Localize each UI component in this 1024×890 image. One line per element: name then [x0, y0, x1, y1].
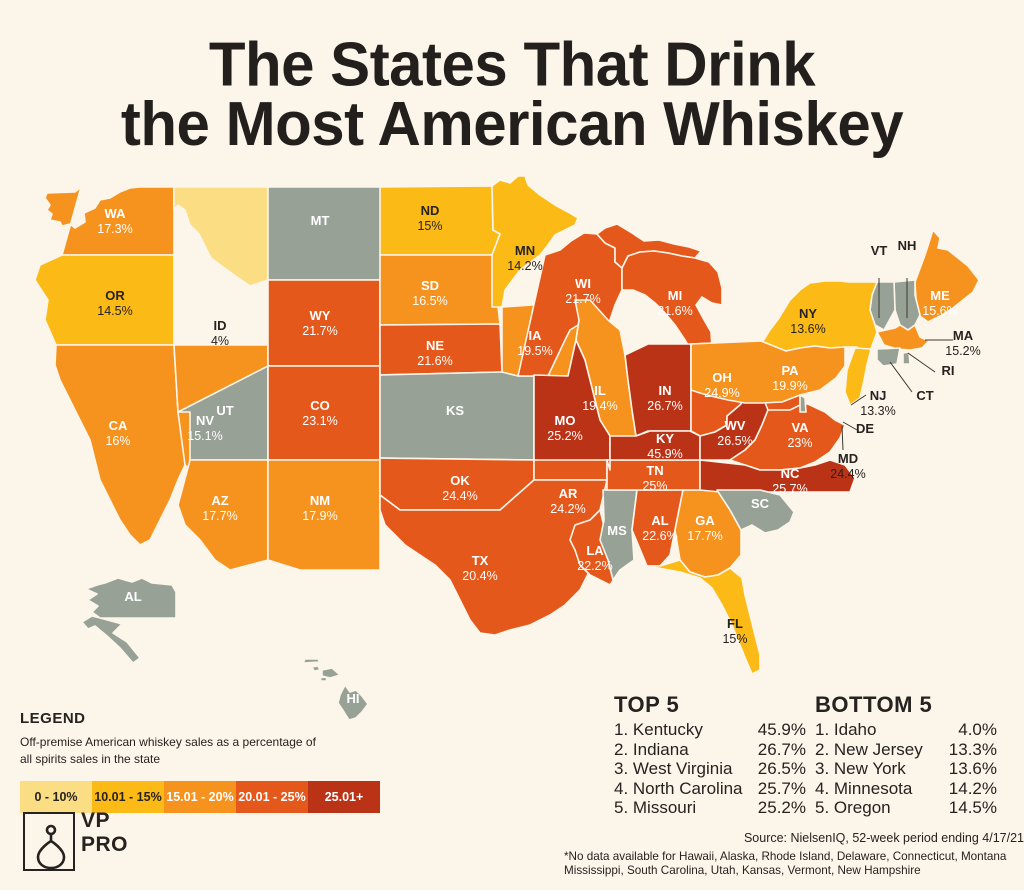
- svg-text:NJ: NJ: [870, 388, 887, 403]
- svg-text:ID: ID: [214, 318, 227, 333]
- svg-text:15%: 15%: [417, 219, 442, 233]
- svg-text:IA: IA: [529, 328, 543, 343]
- svg-text:21.6%: 21.6%: [657, 304, 692, 318]
- svg-text:17.7%: 17.7%: [202, 509, 237, 523]
- svg-text:WA: WA: [105, 206, 127, 221]
- svg-text:24.9%: 24.9%: [704, 386, 739, 400]
- svg-text:MD: MD: [838, 451, 858, 466]
- svg-text:ME: ME: [930, 288, 950, 303]
- svg-text:MN: MN: [515, 243, 535, 258]
- svg-text:13.6%: 13.6%: [790, 322, 825, 336]
- svg-text:AL: AL: [651, 513, 668, 528]
- svg-text:25.7%: 25.7%: [772, 482, 807, 496]
- svg-text:SD: SD: [421, 278, 439, 293]
- svg-text:WY: WY: [310, 308, 331, 323]
- svg-text:UT: UT: [216, 403, 233, 418]
- svg-text:4%: 4%: [211, 334, 229, 348]
- svg-text:MO: MO: [555, 413, 576, 428]
- svg-text:23.1%: 23.1%: [302, 414, 337, 428]
- svg-text:15.6%: 15.6%: [922, 304, 957, 318]
- svg-text:RI: RI: [942, 363, 955, 378]
- svg-text:OR: OR: [105, 288, 125, 303]
- svg-text:13.3%: 13.3%: [860, 404, 895, 418]
- svg-text:17.3%: 17.3%: [97, 222, 132, 236]
- svg-text:14.5%: 14.5%: [97, 304, 132, 318]
- svg-text:WI: WI: [575, 276, 591, 291]
- svg-text:45.9%: 45.9%: [647, 447, 682, 461]
- svg-text:21.7%: 21.7%: [565, 292, 600, 306]
- svg-text:AL: AL: [124, 589, 141, 604]
- svg-text:VA: VA: [791, 420, 809, 435]
- svg-text:SC: SC: [751, 496, 770, 511]
- svg-text:24.4%: 24.4%: [830, 467, 865, 481]
- svg-text:NH: NH: [898, 238, 917, 253]
- svg-text:26.5%: 26.5%: [717, 434, 752, 448]
- svg-text:15.1%: 15.1%: [187, 429, 222, 443]
- svg-text:WV: WV: [725, 418, 746, 433]
- svg-text:IL: IL: [594, 383, 606, 398]
- svg-text:16.5%: 16.5%: [412, 294, 447, 308]
- svg-text:OH: OH: [712, 370, 732, 385]
- svg-text:CA: CA: [109, 418, 128, 433]
- svg-text:25%: 25%: [642, 479, 667, 493]
- svg-text:AR: AR: [559, 486, 578, 501]
- svg-text:VT: VT: [871, 243, 888, 258]
- svg-text:NC: NC: [781, 466, 800, 481]
- svg-text:MT: MT: [311, 213, 330, 228]
- svg-text:24.4%: 24.4%: [442, 489, 477, 503]
- svg-text:24.2%: 24.2%: [550, 502, 585, 516]
- svg-text:14.2%: 14.2%: [507, 259, 542, 273]
- svg-text:OK: OK: [450, 473, 470, 488]
- svg-text:22.6%: 22.6%: [642, 529, 677, 543]
- svg-text:HI: HI: [347, 691, 360, 706]
- svg-text:17.9%: 17.9%: [302, 509, 337, 523]
- svg-text:IN: IN: [659, 383, 672, 398]
- svg-text:26.7%: 26.7%: [647, 399, 682, 413]
- svg-text:15.2%: 15.2%: [945, 344, 980, 358]
- svg-text:ND: ND: [421, 203, 440, 218]
- svg-text:AZ: AZ: [211, 493, 228, 508]
- svg-text:MI: MI: [668, 288, 682, 303]
- svg-text:NV: NV: [196, 413, 214, 428]
- svg-text:MA: MA: [953, 328, 974, 343]
- svg-text:15%: 15%: [722, 632, 747, 646]
- svg-text:TN: TN: [646, 463, 663, 478]
- svg-text:CO: CO: [310, 398, 330, 413]
- svg-text:20.4%: 20.4%: [462, 569, 497, 583]
- svg-text:LA: LA: [586, 543, 604, 558]
- svg-text:19.4%: 19.4%: [582, 399, 617, 413]
- svg-text:KY: KY: [656, 431, 674, 446]
- svg-text:21.7%: 21.7%: [302, 324, 337, 338]
- svg-text:19.5%: 19.5%: [517, 344, 552, 358]
- svg-text:DE: DE: [856, 421, 874, 436]
- svg-text:FL: FL: [727, 616, 743, 631]
- svg-text:21.6%: 21.6%: [417, 354, 452, 368]
- svg-text:TX: TX: [472, 553, 489, 568]
- svg-text:23%: 23%: [787, 436, 812, 450]
- svg-text:KS: KS: [446, 403, 464, 418]
- svg-text:22.2%: 22.2%: [577, 559, 612, 573]
- svg-text:MS: MS: [607, 523, 627, 538]
- svg-text:NY: NY: [799, 306, 817, 321]
- svg-text:GA: GA: [695, 513, 715, 528]
- svg-text:PA: PA: [781, 363, 799, 378]
- svg-text:25.2%: 25.2%: [547, 429, 582, 443]
- svg-text:19.9%: 19.9%: [772, 379, 807, 393]
- svg-text:16%: 16%: [105, 434, 130, 448]
- svg-text:CT: CT: [916, 388, 933, 403]
- svg-text:NM: NM: [310, 493, 330, 508]
- svg-text:NE: NE: [426, 338, 444, 353]
- svg-text:17.7%: 17.7%: [687, 529, 722, 543]
